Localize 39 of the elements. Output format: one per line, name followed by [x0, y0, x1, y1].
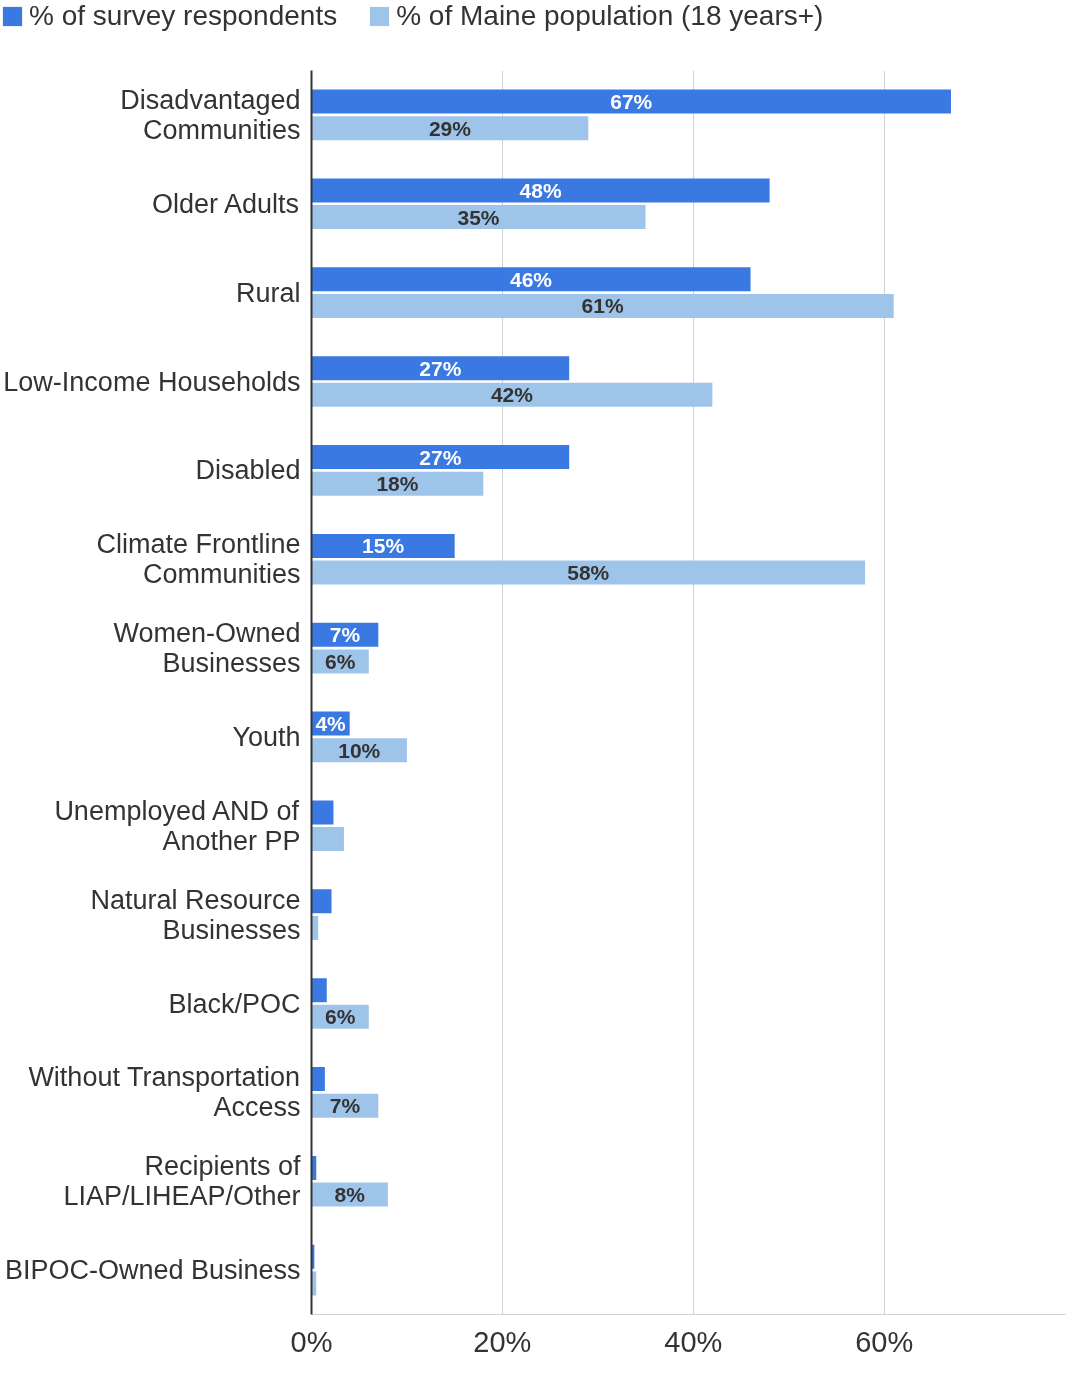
data-label: 7%	[329, 623, 361, 647]
data-label: 15%	[362, 534, 405, 558]
x-tick-label: 0%	[290, 1325, 333, 1358]
data-label: 67%	[610, 90, 653, 114]
x-tick-label: 60%	[855, 1325, 914, 1358]
y-tick-label: Climate Frontline Communities	[96, 529, 301, 590]
y-tick-label: Youth	[232, 721, 301, 752]
y-tick-label: BIPOC-Owned Business	[4, 1255, 301, 1286]
y-tick-label: Recipients of LIAP/LIHEAP/Other	[63, 1151, 301, 1212]
data-label: 6%	[324, 649, 356, 673]
legend-label: % of survey respondents	[29, 0, 338, 32]
y-tick-label: Low-Income Households	[3, 366, 301, 397]
y-tick-label: Natural Resource Businesses	[90, 884, 301, 945]
data-label: 29%	[428, 116, 472, 140]
y-tick-label: Disadvantaged Communities	[120, 84, 301, 145]
data-label: 35%	[457, 205, 500, 229]
data-label: 6%	[324, 1005, 356, 1029]
y-tick-label: Unemployed AND of Another PP	[54, 795, 301, 856]
legend-label: % of Maine population (18 years+)	[396, 0, 824, 32]
data-label: 58%	[567, 561, 610, 585]
data-label: 48%	[519, 178, 562, 202]
data-label: 46%	[510, 267, 553, 291]
data-label: 61%	[581, 294, 624, 318]
data-label: 27%	[419, 356, 462, 380]
x-tick-label: 20%	[473, 1325, 532, 1358]
y-tick-label: Black/POC	[168, 988, 301, 1019]
x-tick-label: 40%	[664, 1325, 723, 1358]
y-tick-label: Women-Owned Businesses	[113, 618, 301, 679]
y-tick-label: Disabled	[195, 455, 301, 486]
y-tick-label: Rural	[235, 277, 301, 308]
data-label: 10%	[338, 738, 381, 762]
data-label: 18%	[376, 472, 419, 496]
y-tick-label: Without Transportation Access	[28, 1062, 301, 1123]
data-label: 8%	[334, 1183, 366, 1207]
data-label: 42%	[490, 383, 534, 407]
data-label: 27%	[419, 445, 462, 469]
y-tick-label: Older Adults	[151, 188, 300, 219]
data-label: 4%	[315, 712, 347, 736]
data-label: 7%	[329, 1094, 361, 1118]
